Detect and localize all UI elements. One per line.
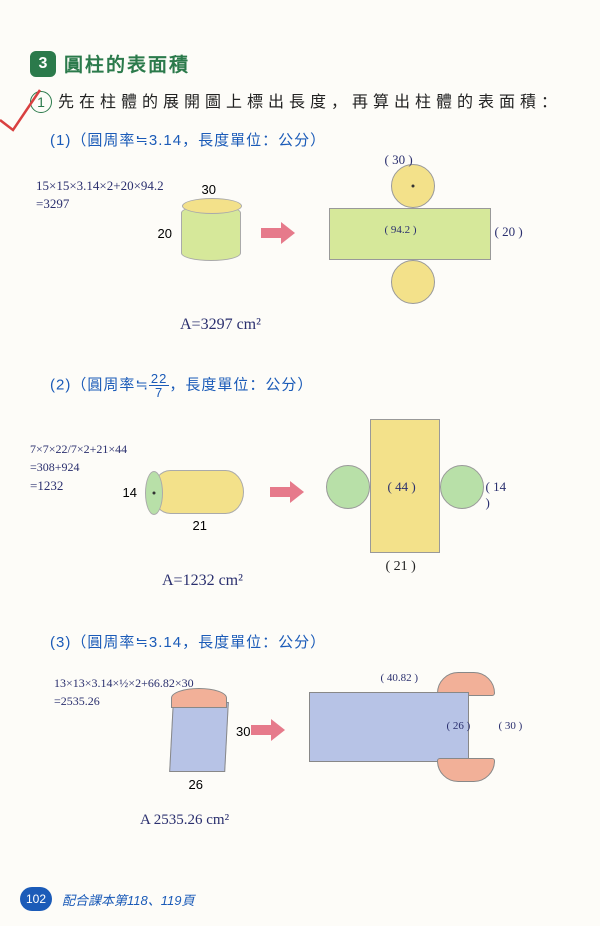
sub2-handcalc-2: =308+924 <box>30 460 80 475</box>
cylinder-1-top <box>182 198 242 214</box>
frac-num: 22 <box>149 372 169 386</box>
sub2-answer: A=1232 cm² <box>162 572 243 590</box>
sub3-handcalc-2: =2535.26 <box>54 694 100 709</box>
sub1-label: (1)（圓周率≒3.14，長度單位：公分） <box>50 129 575 150</box>
arrow-icon <box>261 222 295 244</box>
question-header: 1 先在柱體的展開圖上標出長度，再算出柱體的表面積： <box>30 91 575 115</box>
page-footer: 102 配合課本第118、119頁 <box>20 887 194 911</box>
sub3-handcalc-1: 13×13×3.14×½×2+66.82×30 <box>54 676 194 691</box>
sub3-label: (3)（圓周率≒3.14，長度單位：公分） <box>50 631 575 652</box>
sub2-label-pre: (2)（圓周率≒ <box>50 376 149 393</box>
net-2-circle-left <box>326 465 370 509</box>
half-cylinder-3: 30 26 <box>171 688 227 772</box>
subproblem-3: (3)（圓周率≒3.14，長度單位：公分） 30 26 ( 40.82 ) ( … <box>50 631 575 800</box>
net-3-label-h: ( 30 ) <box>499 720 523 732</box>
net-3-label-arc: ( 40.82 ) <box>381 672 419 684</box>
net-1-circle-bottom <box>391 260 435 304</box>
section-header: 3 圓柱的表面積 <box>30 50 575 77</box>
halfcyl-body <box>169 702 229 772</box>
net-3: ( 40.82 ) ( 26 ) ( 30 ) <box>285 670 525 790</box>
sub1-answer: A=3297 cm² <box>180 316 261 334</box>
sub2-label: (2)（圓周率≒227，長度單位：公分） <box>50 372 575 399</box>
page-content: 3 圓柱的表面積 1 先在柱體的展開圖上標出長度，再算出柱體的表面積： (1)（… <box>0 0 600 820</box>
cylinder-2-diameter: 14 <box>123 485 137 500</box>
footer-text: 配合課本第118、119頁 <box>62 890 194 909</box>
arrow-icon <box>270 481 304 503</box>
net-2-circle-right <box>440 465 484 509</box>
fraction: 227 <box>149 372 169 399</box>
sub2-diagrams: 14 21 ( 44 ) ( 14 ) ( 21 ) <box>50 407 575 577</box>
net-3-label-d: ( 26 ) <box>447 720 471 732</box>
sub2-handcalc-1: 7×7×22/7×2+21×44 <box>30 442 127 457</box>
subproblem-1: (1)（圓周率≒3.14，長度單位：公分） 30 20 ( 30 ) ( 94.… <box>50 129 575 308</box>
net-3-rect <box>309 692 469 762</box>
sub2-label-post: ，長度單位：公分） <box>169 376 313 393</box>
halfcyl-height: 30 <box>236 724 250 739</box>
sub3-answer: A 2535.26 cm² <box>140 812 229 829</box>
net-1-label-h: ( 20 ) <box>495 224 523 240</box>
halfcyl-top <box>171 688 227 708</box>
subproblem-2: (2)（圓周率≒227，長度單位：公分） 14 21 ( 44 ) ( 14 )… <box>50 372 575 577</box>
section-badge: 3 <box>30 51 56 77</box>
cylinder-1-height: 20 <box>158 226 172 241</box>
net-1-circle-top <box>391 164 435 208</box>
net-1: ( 30 ) ( 94.2 ) ( 20 ) <box>295 158 525 308</box>
net-1-label-w: ( 94.2 ) <box>385 224 417 236</box>
net-2-label-width: ( 44 ) <box>388 479 416 495</box>
cylinder-2: 14 21 <box>152 470 244 514</box>
net-2-label-h: ( 21 ) <box>386 559 416 575</box>
frac-den: 7 <box>155 386 163 399</box>
question-text: 先在柱體的展開圖上標出長度，再算出柱體的表面積： <box>58 91 562 115</box>
net-3-halfcircle-bottom <box>437 758 495 782</box>
sub1-handcalc-1: 15×15×3.14×2+20×94.2 <box>36 178 164 194</box>
page-number: 102 <box>20 887 52 911</box>
sub2-handcalc-3: =1232 <box>30 478 63 494</box>
net-2: ( 44 ) ( 14 ) ( 21 ) <box>304 407 514 577</box>
arrow-icon <box>251 719 285 741</box>
section-title: 圓柱的表面積 <box>64 50 190 77</box>
handwriting-mark <box>0 85 45 135</box>
cylinder-2-end <box>145 471 163 515</box>
sub1-handcalc-2: =3297 <box>36 196 69 212</box>
cylinder-2-height: 21 <box>193 518 207 533</box>
halfcyl-diameter: 26 <box>189 777 203 792</box>
cylinder-1: 30 20 <box>181 205 241 261</box>
net-2-label-d: ( 14 ) <box>486 479 514 511</box>
cylinder-1-diameter: 30 <box>202 182 216 197</box>
net-1-label-d: ( 30 ) <box>385 152 413 168</box>
